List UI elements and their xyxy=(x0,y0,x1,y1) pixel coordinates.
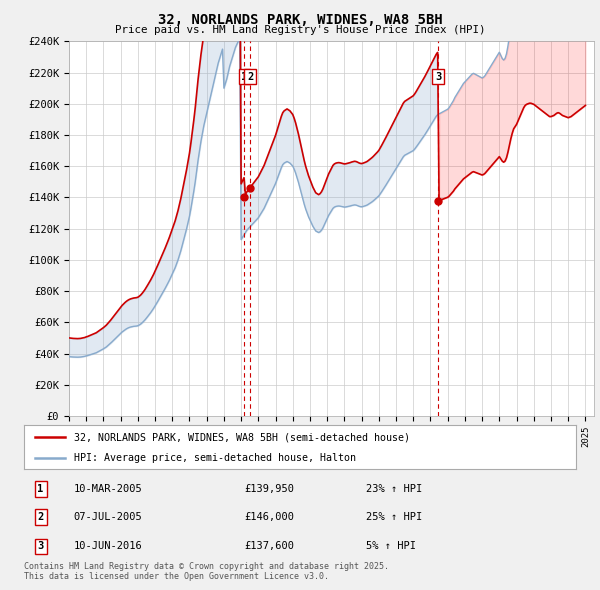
Text: Price paid vs. HM Land Registry's House Price Index (HPI): Price paid vs. HM Land Registry's House … xyxy=(115,25,485,35)
Text: 1: 1 xyxy=(241,72,248,82)
Text: 3: 3 xyxy=(435,72,441,82)
Text: 25% ↑ HPI: 25% ↑ HPI xyxy=(366,512,422,522)
Text: HPI: Average price, semi-detached house, Halton: HPI: Average price, semi-detached house,… xyxy=(74,453,356,463)
Text: 2: 2 xyxy=(37,512,44,522)
Text: £139,950: £139,950 xyxy=(245,484,295,494)
Text: £137,600: £137,600 xyxy=(245,542,295,552)
Text: Contains HM Land Registry data © Crown copyright and database right 2025.
This d: Contains HM Land Registry data © Crown c… xyxy=(24,562,389,581)
Text: 32, NORLANDS PARK, WIDNES, WA8 5BH: 32, NORLANDS PARK, WIDNES, WA8 5BH xyxy=(158,13,442,27)
Text: 5% ↑ HPI: 5% ↑ HPI xyxy=(366,542,416,552)
Text: 3: 3 xyxy=(37,542,44,552)
Text: 1: 1 xyxy=(37,484,44,494)
Text: 10-MAR-2005: 10-MAR-2005 xyxy=(74,484,142,494)
Text: 32, NORLANDS PARK, WIDNES, WA8 5BH (semi-detached house): 32, NORLANDS PARK, WIDNES, WA8 5BH (semi… xyxy=(74,432,410,442)
Text: £146,000: £146,000 xyxy=(245,512,295,522)
Text: 10-JUN-2016: 10-JUN-2016 xyxy=(74,542,142,552)
Text: 2: 2 xyxy=(247,72,253,82)
Text: 23% ↑ HPI: 23% ↑ HPI xyxy=(366,484,422,494)
Text: 07-JUL-2005: 07-JUL-2005 xyxy=(74,512,142,522)
